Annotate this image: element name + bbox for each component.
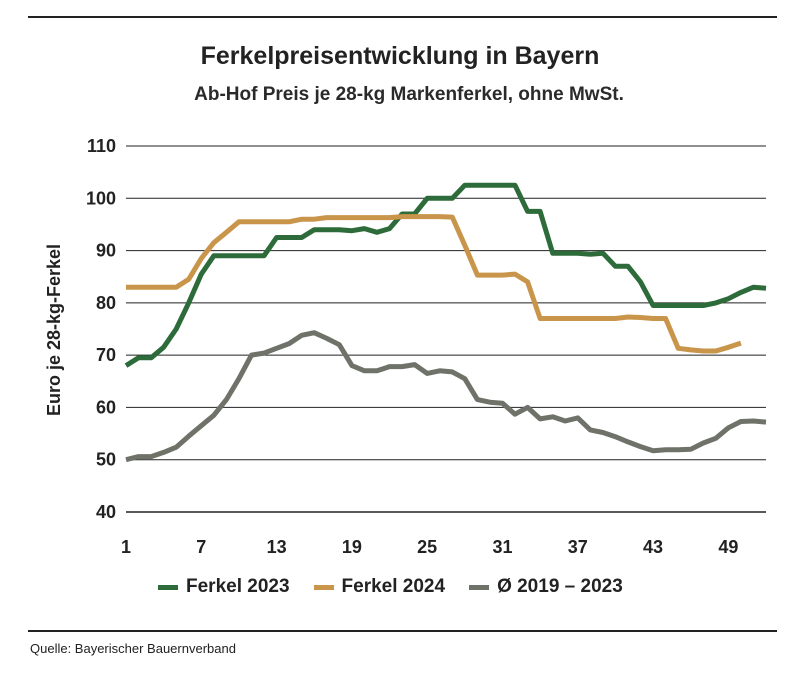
x-tick-label: 37 — [568, 537, 588, 557]
x-tick-label: 49 — [718, 537, 738, 557]
x-tick-label: 1 — [121, 537, 131, 557]
legend-item-2023: Ferkel 2023 — [158, 576, 290, 598]
y-tick-label: 40 — [96, 502, 116, 522]
series-line-average-2019-2023 — [125, 330, 767, 463]
y-tick-label: 60 — [96, 397, 116, 417]
legend-label-2023: Ferkel 2023 — [186, 576, 290, 597]
legend-swatch-2023 — [158, 584, 178, 590]
y-tick-label: 50 — [96, 450, 116, 470]
chart-title: Ferkelpreisentwicklung in Bayern — [200, 42, 600, 70]
series-line-ferkel-2024 — [126, 214, 742, 354]
x-tick-label: 19 — [342, 537, 362, 557]
chart-subtitle: Ab-Hof Preis je 28-kg Markenferkel, ohne… — [194, 84, 624, 105]
y-tick-labels: 40 50 60 70 80 90 100 110 — [86, 136, 116, 522]
legend-swatch-average — [469, 584, 490, 590]
bottom-rule — [28, 630, 777, 632]
legend-item-average: Ø 2019 – 2023 — [469, 576, 623, 598]
y-tick-label: 70 — [96, 345, 116, 365]
y-tick-label: 100 — [86, 188, 116, 208]
y-axis-label: Euro je 28-kg-Ferkel — [44, 244, 64, 416]
x-tick-label: 7 — [196, 537, 206, 557]
x-tick-label: 43 — [643, 537, 663, 557]
series-lines — [124, 182, 767, 463]
x-tick-label: 25 — [417, 537, 437, 557]
legend-item-2024: Ferkel 2024 — [313, 576, 446, 598]
legend-swatch-2024 — [313, 584, 334, 590]
y-tick-label: 110 — [87, 136, 116, 156]
top-rule — [28, 16, 777, 18]
series-line-ferkel-2023 — [124, 182, 767, 368]
source-note: Quelle: Bayerischer Bauernverband — [30, 641, 236, 656]
x-tick-label: 31 — [492, 537, 512, 557]
legend: Ferkel 2023 Ferkel 2024 Ø 2019 – 2023 — [158, 576, 647, 598]
gridlines — [126, 145, 766, 513]
y-tick-label: 90 — [96, 241, 116, 261]
y-tick-label: 80 — [96, 293, 116, 313]
x-tick-label: 13 — [267, 537, 287, 557]
x-tick-labels: 1 7 13 19 25 31 37 43 49 — [121, 537, 738, 557]
legend-label-average: Ø 2019 – 2023 — [497, 576, 623, 597]
legend-label-2024: Ferkel 2024 — [341, 576, 446, 597]
